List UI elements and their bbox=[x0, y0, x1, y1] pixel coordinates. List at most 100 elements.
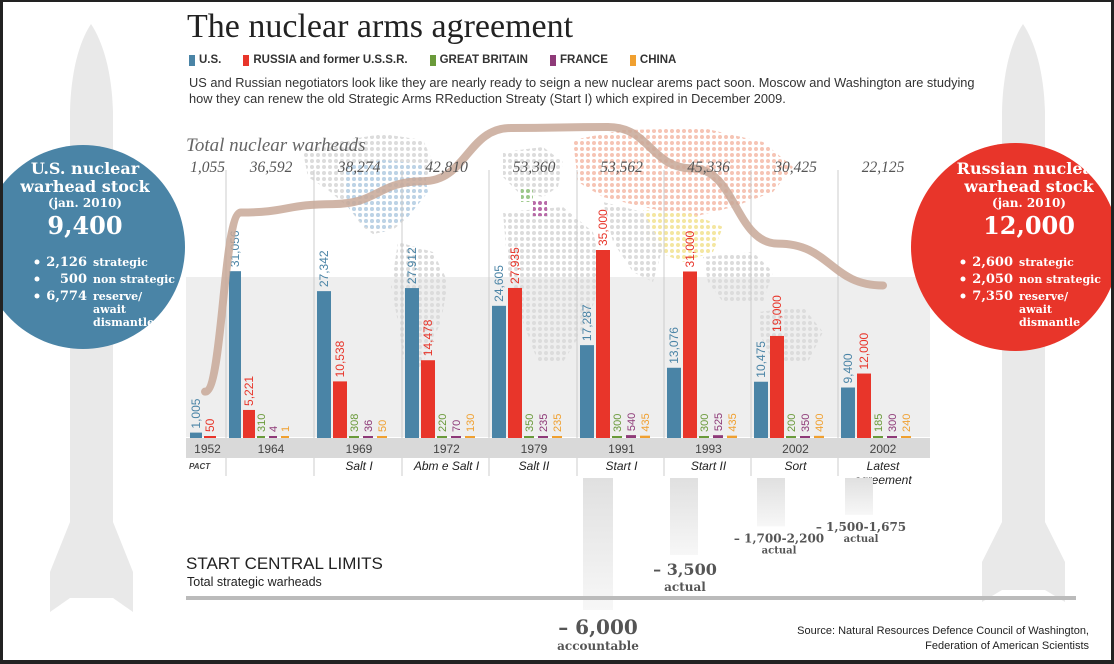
bar-value-label: 235 bbox=[552, 414, 564, 432]
bar bbox=[508, 287, 522, 438]
limit-value: – 6,000 bbox=[558, 615, 638, 639]
total-warheads-label: Total nuclear warheads bbox=[186, 135, 365, 156]
stock-row-label: strategic bbox=[1019, 256, 1074, 269]
bar bbox=[204, 436, 216, 438]
bar bbox=[814, 435, 824, 438]
bar-value-label: 27,342 bbox=[317, 250, 331, 287]
bar-value-label: 27,912 bbox=[405, 247, 419, 284]
bar-value-label: 50 bbox=[203, 418, 217, 432]
bullet-icon bbox=[34, 276, 40, 282]
bar bbox=[683, 271, 697, 438]
bar bbox=[363, 436, 373, 438]
stock-row-label: strategic bbox=[93, 256, 148, 269]
year-label: 1993 bbox=[695, 442, 722, 456]
total-value-label: 36,592 bbox=[249, 159, 293, 176]
stock-row-label: dismantle bbox=[93, 316, 154, 329]
bar-value-label: 1 bbox=[280, 426, 292, 432]
bar-value-label: 435 bbox=[727, 413, 739, 431]
stock-row-label: reserve/ bbox=[1019, 290, 1069, 303]
year-label: 1964 bbox=[258, 442, 285, 456]
total-warheads-curve bbox=[201, 122, 887, 396]
bar-value-label: 240 bbox=[901, 414, 913, 432]
limit-bar bbox=[670, 478, 698, 555]
legend-item-great-britain: GREAT BRITAIN bbox=[429, 54, 528, 66]
legend-item-china: CHINA bbox=[629, 54, 676, 66]
russia-stock-circle: Russian nuclear warhead stock (jan. 2010… bbox=[911, 143, 1111, 351]
stock-row-label: non strategic bbox=[93, 273, 175, 286]
legend-swatch-france bbox=[549, 54, 556, 66]
pact-label: Start I bbox=[605, 459, 638, 473]
stock-row-label: await bbox=[93, 303, 127, 316]
bar-value-label: 24,605 bbox=[492, 265, 506, 302]
bar bbox=[421, 360, 435, 438]
total-value-label: 45,336 bbox=[687, 159, 730, 176]
limit-bar bbox=[757, 478, 785, 527]
limit-note: actual bbox=[762, 545, 797, 556]
legend-swatch-great-britain bbox=[429, 54, 436, 66]
us-stock-date: (jan. 2010) bbox=[48, 196, 122, 210]
pact-label: Abm e Salt I bbox=[413, 459, 480, 473]
stock-row-value: 2,050 bbox=[972, 272, 1013, 287]
bar bbox=[887, 436, 897, 438]
stock-row-value: 6,774 bbox=[46, 289, 87, 304]
year-label: 1952 bbox=[194, 442, 221, 456]
bar bbox=[437, 436, 447, 438]
bar bbox=[405, 288, 419, 438]
bar-value-label: 350 bbox=[524, 414, 536, 432]
legend-swatch-china bbox=[629, 54, 636, 66]
bar-value-label: 70 bbox=[451, 420, 463, 432]
us-stock-title-line1: U.S. nuclear bbox=[31, 159, 140, 178]
bar-value-label: 525 bbox=[713, 413, 725, 431]
limit-note: accountable bbox=[557, 639, 639, 653]
bar bbox=[754, 381, 768, 438]
bar-value-label: 31,000 bbox=[683, 230, 697, 267]
bar-value-label: 12,000 bbox=[857, 333, 871, 370]
source-line-1: Source: Natural Resources Defence Counci… bbox=[797, 625, 1089, 637]
bar-value-label: 19,000 bbox=[770, 295, 784, 332]
legend-item-france: FRANCE bbox=[549, 54, 608, 66]
bar-value-label: 4 bbox=[268, 426, 280, 432]
bar bbox=[243, 409, 255, 438]
pact-label: Sort bbox=[784, 459, 807, 473]
legend-label-russia: RUSSIA and former U.S.S.R. bbox=[253, 54, 408, 66]
bar-value-label: 27,935 bbox=[508, 247, 522, 284]
bar bbox=[377, 436, 387, 438]
legend: U.S. RUSSIA and former U.S.S.R. GREAT BR… bbox=[189, 54, 676, 66]
bullet-icon bbox=[960, 259, 966, 265]
stock-row-value: 2,600 bbox=[972, 255, 1013, 270]
pact-labels: PACT Salt I Abm e Salt I Salt II Start I Star… bbox=[189, 459, 912, 487]
stock-row-value: 7,350 bbox=[972, 289, 1013, 304]
bar-value-label: 17,287 bbox=[580, 304, 594, 341]
bar bbox=[281, 436, 289, 438]
year-band bbox=[186, 438, 930, 458]
bar bbox=[492, 305, 506, 438]
pact-label: Salt I bbox=[345, 459, 373, 473]
total-value-label: 1,055 bbox=[190, 159, 225, 176]
start-limits-title: START CENTRAL LIMITS bbox=[186, 554, 383, 573]
bar bbox=[901, 436, 911, 438]
bar-value-label: 9,400 bbox=[841, 353, 855, 383]
pact-label: Start II bbox=[691, 459, 727, 473]
bullet-icon bbox=[960, 293, 966, 299]
bar-value-label: 35,000 bbox=[596, 209, 610, 246]
year-label: 2002 bbox=[782, 442, 809, 456]
bar-value-label: 50 bbox=[377, 420, 389, 432]
subtitle: US and Russian negotiators look like the… bbox=[189, 75, 975, 106]
legend-label-us: U.S. bbox=[199, 54, 222, 66]
stock-row-label: await bbox=[1019, 303, 1053, 316]
total-value-label: 42,810 bbox=[425, 159, 468, 176]
year-label: 2002 bbox=[870, 442, 897, 456]
bar bbox=[333, 381, 347, 438]
limit-bar bbox=[583, 478, 613, 610]
russia-stock-date: (jan. 2010) bbox=[992, 196, 1066, 210]
bar-value-label: 300 bbox=[699, 414, 711, 432]
bar-value-label: 200 bbox=[786, 414, 798, 432]
limit-note: actual bbox=[844, 534, 879, 545]
bar bbox=[770, 335, 784, 438]
russia-stock-title-line2: warhead stock bbox=[963, 177, 1094, 196]
bar bbox=[626, 435, 636, 438]
bar bbox=[873, 436, 883, 438]
bar-value-label: 220 bbox=[437, 414, 449, 432]
